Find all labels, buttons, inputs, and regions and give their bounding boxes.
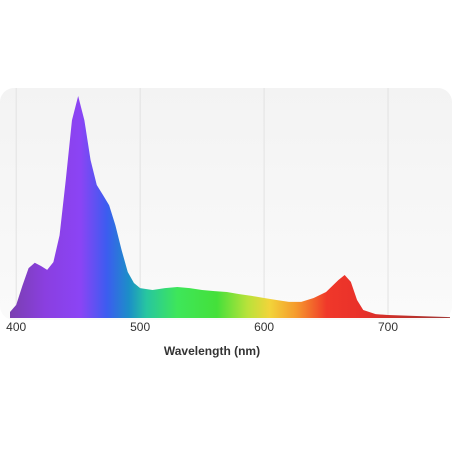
x-tick-label: 500 xyxy=(130,320,150,334)
x-tick-label: 700 xyxy=(378,320,398,334)
x-tick-label: 600 xyxy=(254,320,274,334)
x-axis-label: Wavelength (nm) xyxy=(164,344,260,358)
spectrum-area xyxy=(10,96,450,318)
x-tick-label: 400 xyxy=(6,320,26,334)
